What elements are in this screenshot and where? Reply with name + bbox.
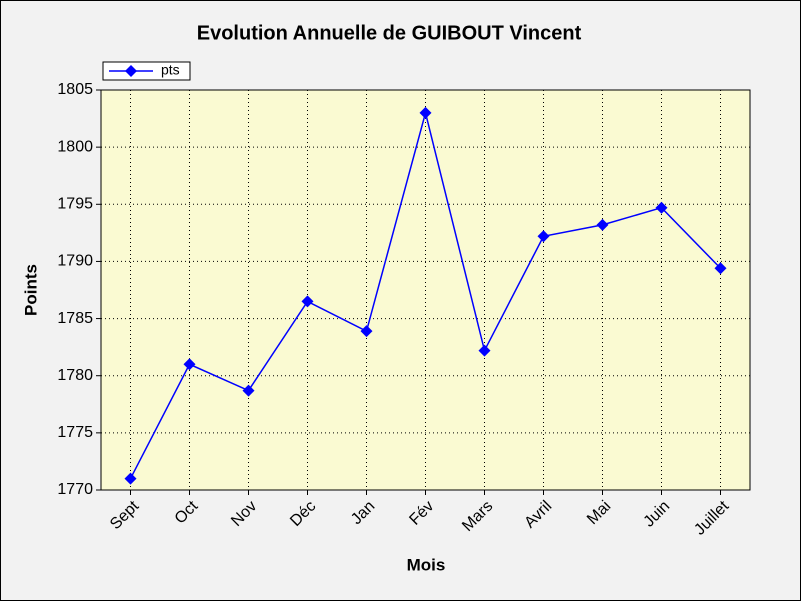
marker xyxy=(419,106,432,119)
marker xyxy=(360,325,373,338)
legend-label: pts xyxy=(161,62,180,78)
chart-title: Evolution Annuelle de GUIBOUT Vincent xyxy=(197,22,582,44)
marker xyxy=(301,295,314,308)
x-axis-label: Mois xyxy=(407,555,446,574)
marker xyxy=(537,230,550,243)
y-axis-label: Points xyxy=(21,264,40,316)
y-tick-label: 1780 xyxy=(57,367,93,384)
marker xyxy=(478,344,491,357)
y-tick-label: 1795 xyxy=(57,196,93,213)
y-tick-label: 1785 xyxy=(57,310,93,327)
legend-marker xyxy=(125,65,137,77)
marker xyxy=(183,358,196,371)
y-tick-label: 1805 xyxy=(57,81,93,98)
marker xyxy=(124,472,137,485)
y-tick-label: 1775 xyxy=(57,424,93,441)
marker xyxy=(655,201,668,214)
y-tick-label: 1790 xyxy=(57,253,93,270)
plot-border xyxy=(100,89,751,491)
marker xyxy=(596,218,609,231)
y-tick-label: 1770 xyxy=(57,481,93,498)
marker xyxy=(714,262,727,275)
y-tick-label: 1800 xyxy=(57,138,93,155)
marker xyxy=(242,384,255,397)
